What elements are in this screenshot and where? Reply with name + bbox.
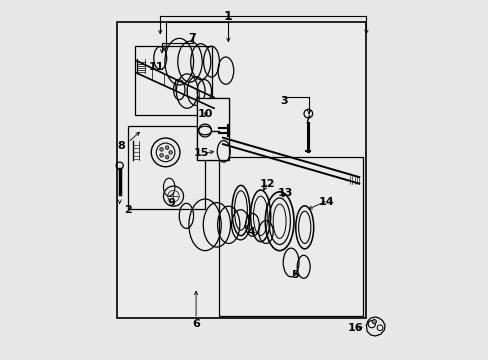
Text: 16: 16 xyxy=(347,323,363,333)
Text: 8: 8 xyxy=(117,141,124,151)
Text: 9: 9 xyxy=(167,198,175,208)
Text: 15: 15 xyxy=(193,148,209,158)
Circle shape xyxy=(160,148,163,151)
Circle shape xyxy=(371,319,376,324)
Bar xyxy=(135,45,212,116)
Circle shape xyxy=(165,156,169,159)
Text: 7: 7 xyxy=(188,33,196,43)
Text: 2: 2 xyxy=(124,206,132,216)
Text: 14: 14 xyxy=(319,197,334,207)
Bar xyxy=(197,98,229,160)
Text: 5: 5 xyxy=(290,270,298,280)
Text: 1: 1 xyxy=(224,10,232,23)
Circle shape xyxy=(160,154,163,157)
Bar xyxy=(219,157,362,316)
Circle shape xyxy=(165,146,169,149)
Bar xyxy=(117,22,366,318)
Circle shape xyxy=(168,150,172,154)
Text: 12: 12 xyxy=(260,179,275,189)
Bar xyxy=(128,126,204,209)
Text: 6: 6 xyxy=(192,319,200,329)
Text: 3: 3 xyxy=(280,96,287,106)
Text: 10: 10 xyxy=(198,109,213,119)
Bar xyxy=(197,98,229,160)
Text: 13: 13 xyxy=(278,188,293,198)
Text: 4: 4 xyxy=(247,227,255,237)
Text: 11: 11 xyxy=(148,62,164,72)
